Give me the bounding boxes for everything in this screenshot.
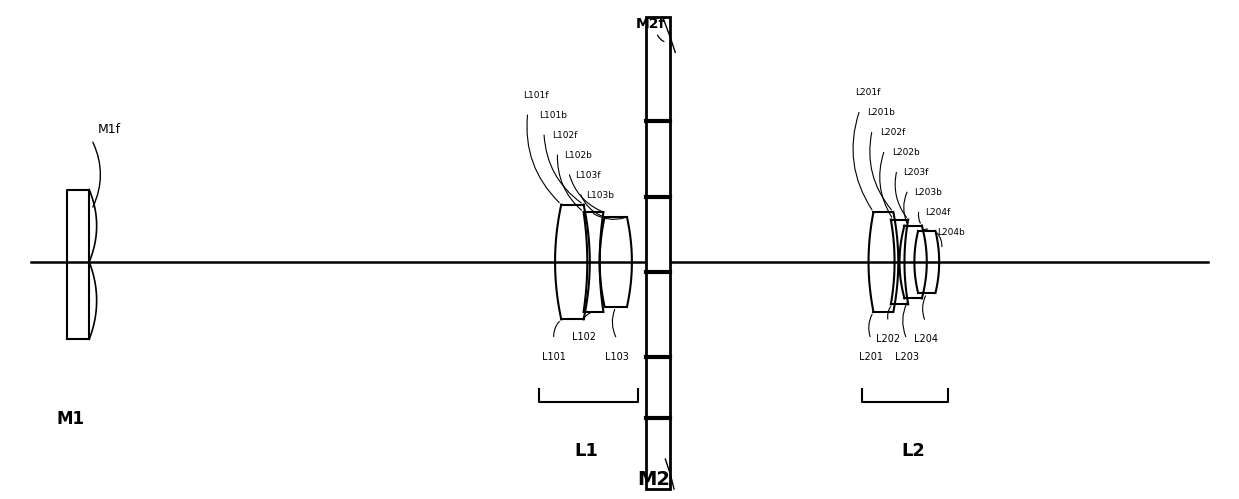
Text: L103: L103 — [605, 352, 629, 362]
Text: L204: L204 — [913, 334, 938, 344]
Text: L202f: L202f — [880, 128, 904, 137]
Text: L102: L102 — [571, 332, 596, 342]
Text: L203f: L203f — [903, 168, 928, 177]
Text: L101f: L101f — [523, 91, 549, 100]
Bar — [646, 17, 670, 489]
Text: L103f: L103f — [575, 171, 601, 180]
Text: L103b: L103b — [586, 191, 615, 200]
Text: M1f: M1f — [98, 123, 121, 136]
Text: M1: M1 — [57, 410, 84, 428]
Text: L2: L2 — [901, 442, 926, 460]
Text: L101: L101 — [541, 352, 566, 362]
Text: L203b: L203b — [914, 188, 942, 197]
Text: L201: L201 — [859, 352, 883, 362]
Text: L101b: L101b — [539, 111, 567, 120]
Text: M2f: M2f — [636, 17, 665, 31]
Text: L201f: L201f — [855, 88, 880, 97]
Text: L203: L203 — [895, 352, 919, 362]
Text: L1: L1 — [574, 442, 598, 460]
Text: L201b: L201b — [867, 108, 895, 117]
Text: M2: M2 — [638, 470, 670, 489]
Text: L102f: L102f — [553, 131, 577, 140]
Text: L204b: L204b — [937, 228, 964, 237]
Text: L102b: L102b — [564, 151, 591, 160]
Text: L204f: L204f — [926, 208, 950, 217]
Text: L202: L202 — [876, 334, 901, 344]
Text: L202b: L202b — [892, 148, 919, 157]
